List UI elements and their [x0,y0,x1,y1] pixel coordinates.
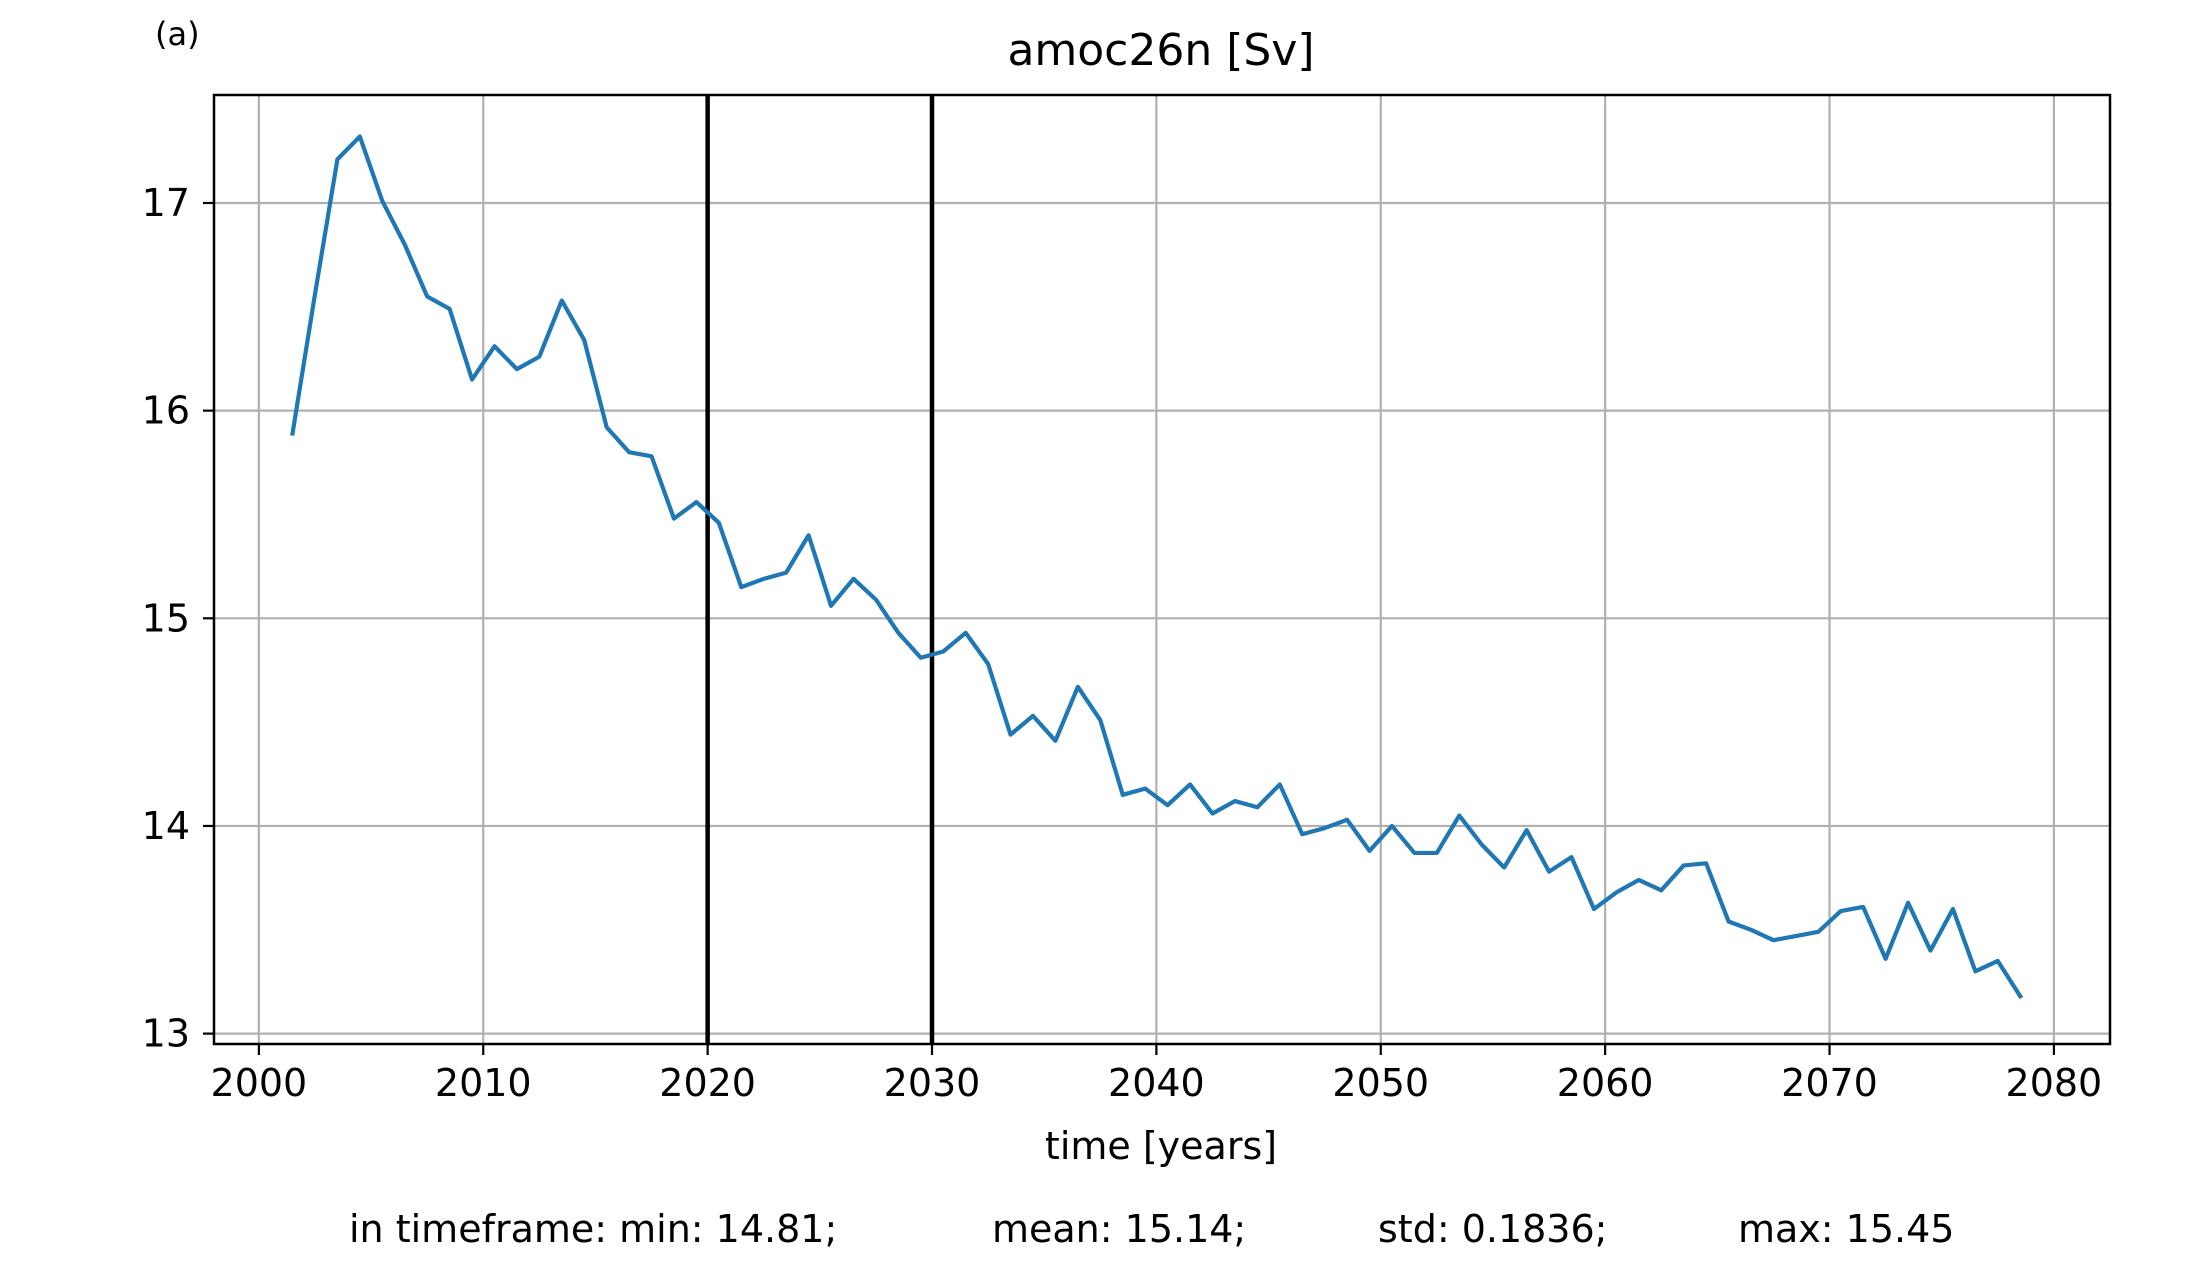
stats-line: in timeframe: min: 14.81; mean: 15.14; s… [349,1207,1954,1251]
x-tick-label-2060: 2060 [1557,1061,1654,1105]
y-axis-ticks: 13 14 15 16 17 [142,181,214,1056]
axes-frame [212,93,2112,1046]
y-tick-label-17: 17 [142,181,190,225]
x-axis-ticks: 2000 2010 2020 2030 2040 2050 2060 2070 2080 [211,1044,2103,1105]
y-tick-label-16: 16 [142,389,190,433]
x-tick-label-2010: 2010 [435,1061,532,1105]
y-tick-label-14: 14 [142,804,190,848]
x-tick-label-2050: 2050 [1332,1061,1429,1105]
x-axis-label: time [years] [1045,1124,1277,1168]
y-tick-label-13: 13 [142,1012,190,1056]
x-tick-label-2030: 2030 [884,1061,981,1105]
vertical-marker-lines [705,95,935,1044]
x-tick-label-2000: 2000 [211,1061,308,1105]
panel-label: (a) [155,15,200,53]
y-tick-label-15: 15 [142,596,190,640]
stats-std: std: 0.1836; [1378,1207,1607,1251]
x-tick-label-2070: 2070 [1781,1061,1878,1105]
series-layer [290,134,2024,1000]
stats-mean: mean: 15.14; [992,1207,1246,1251]
chart-title: amoc26n [Sv] [1007,25,1314,76]
stats-min: in timeframe: min: 14.81; [349,1207,837,1251]
x-tick-label-2020: 2020 [659,1061,756,1105]
stats-max: max: 15.45 [1738,1207,1954,1251]
series-line-0 [290,134,2024,1000]
x-tick-label-2040: 2040 [1108,1061,1205,1105]
x-tick-label-2080: 2080 [2006,1061,2103,1105]
